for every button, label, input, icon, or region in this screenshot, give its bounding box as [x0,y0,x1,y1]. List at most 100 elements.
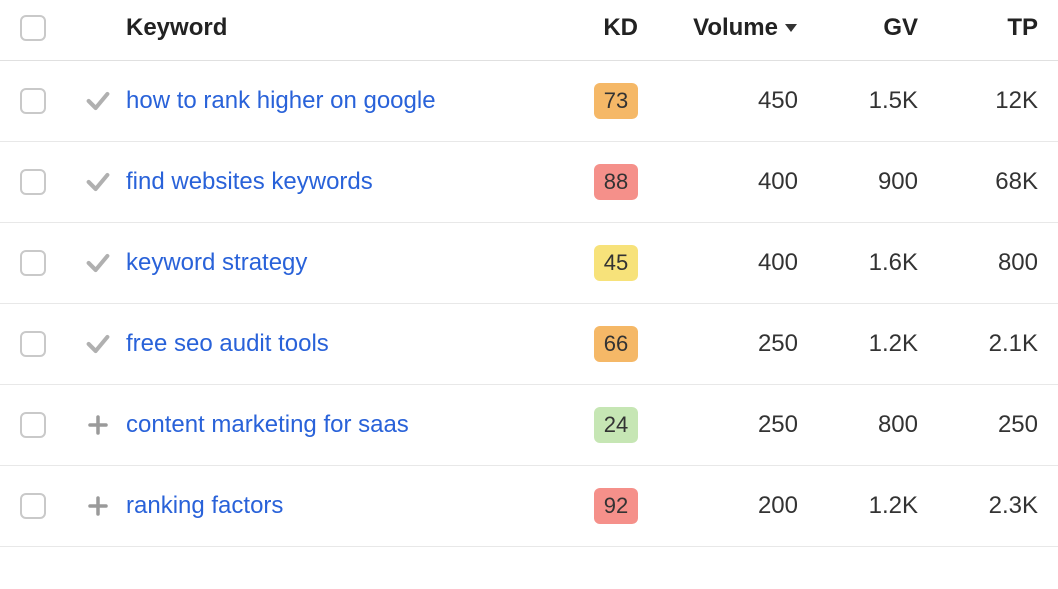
volume-cell: 250 [638,411,798,439]
check-icon [84,87,112,115]
kd-badge: 66 [594,326,638,362]
plus-icon[interactable] [86,494,110,518]
volume-cell: 400 [638,249,798,277]
tp-cell: 2.3K [918,492,1038,520]
tp-value: 800 [998,249,1038,277]
header-tp[interactable]: TP [918,14,1038,42]
row-status-cell [70,249,126,277]
tp-cell: 800 [918,249,1038,277]
header-kd[interactable]: KD [538,14,638,42]
row-checkbox-cell [20,88,70,114]
tp-value: 2.3K [989,492,1038,520]
row-checkbox-cell [20,169,70,195]
keyword-link[interactable]: content marketing for saas [126,411,409,438]
kd-cell: 24 [538,407,638,443]
row-status-cell [70,87,126,115]
kd-cell: 66 [538,326,638,362]
row-checkbox[interactable] [20,412,46,438]
gv-cell: 1.2K [798,492,918,520]
check-icon [84,249,112,277]
table-body: how to rank higher on google 73450 1.5K 12K… [0,61,1058,547]
tp-cell: 250 [918,411,1038,439]
row-checkbox-cell [20,250,70,276]
select-all-checkbox[interactable] [20,15,46,41]
tp-cell: 12K [918,87,1038,115]
volume-cell: 450 [638,87,798,115]
tp-value: 2.1K [989,330,1038,358]
tp-value: 250 [998,411,1038,439]
keyword-link[interactable]: how to rank higher on google [126,87,436,114]
check-icon [84,330,112,358]
kd-badge: 92 [594,488,638,524]
gv-value: 1.6K [869,249,918,277]
row-status-cell [70,330,126,358]
keyword-cell: content marketing for saas [126,411,538,439]
header-tp-label: TP [1007,14,1038,42]
volume-value: 250 [758,330,798,358]
header-kd-label: KD [603,14,638,42]
plus-icon[interactable] [86,413,110,437]
keyword-cell: free seo audit tools [126,330,538,358]
kd-badge: 88 [594,164,638,200]
table-row: ranking factors 92 200 1.2K 2.3K [0,466,1058,547]
volume-cell: 200 [638,492,798,520]
gv-cell: 900 [798,168,918,196]
kd-cell: 73 [538,83,638,119]
volume-value: 400 [758,168,798,196]
table-row: free seo audit tools 66 250 1.2K 2.1K [0,304,1058,385]
row-checkbox[interactable] [20,250,46,276]
kd-badge: 73 [594,83,638,119]
keyword-link[interactable]: ranking factors [126,492,283,519]
kd-badge: 24 [594,407,638,443]
kd-badge: 45 [594,245,638,281]
keyword-cell: find websites keywords [126,168,538,196]
kd-cell: 92 [538,488,638,524]
gv-cell: 1.6K [798,249,918,277]
volume-value: 400 [758,249,798,277]
table-row: keyword strategy 45 400 1.6K 800 [0,223,1058,304]
row-checkbox-cell [20,493,70,519]
gv-cell: 800 [798,411,918,439]
keyword-link[interactable]: free seo audit tools [126,330,329,357]
table-row: how to rank higher on google 73450 1.5K 12K [0,61,1058,142]
tp-value: 68K [995,168,1038,196]
row-checkbox[interactable] [20,493,46,519]
row-checkbox[interactable] [20,331,46,357]
sort-desc-icon [784,23,798,33]
keywords-table: Keyword KD Volume GV TP how to rank high… [0,0,1058,547]
volume-cell: 400 [638,168,798,196]
keyword-cell: ranking factors [126,492,538,520]
gv-value: 800 [878,411,918,439]
row-checkbox-cell [20,331,70,357]
kd-cell: 45 [538,245,638,281]
table-header-row: Keyword KD Volume GV TP [0,0,1058,61]
gv-value: 1.5K [869,87,918,115]
keyword-link[interactable]: find websites keywords [126,168,373,195]
table-row: content marketing for saas 24 250 800 250 [0,385,1058,466]
keyword-link[interactable]: keyword strategy [126,249,307,276]
gv-value: 1.2K [869,492,918,520]
volume-value: 200 [758,492,798,520]
tp-cell: 2.1K [918,330,1038,358]
row-status-cell [70,168,126,196]
tp-cell: 68K [918,168,1038,196]
header-gv[interactable]: GV [798,14,918,42]
row-checkbox[interactable] [20,169,46,195]
keyword-cell: how to rank higher on google [126,87,538,115]
kd-cell: 88 [538,164,638,200]
header-keyword-label: Keyword [126,14,227,41]
header-volume-label: Volume [693,14,778,42]
row-status-cell [70,494,126,518]
gv-cell: 1.5K [798,87,918,115]
tp-value: 12K [995,87,1038,115]
header-keyword[interactable]: Keyword [70,14,538,42]
volume-cell: 250 [638,330,798,358]
gv-value: 1.2K [869,330,918,358]
header-checkbox-cell [20,15,70,41]
header-gv-label: GV [883,14,918,42]
table-row: find websites keywords 88 400 900 68K [0,142,1058,223]
volume-value: 250 [758,411,798,439]
header-volume[interactable]: Volume [638,14,798,42]
row-checkbox[interactable] [20,88,46,114]
gv-value: 900 [878,168,918,196]
